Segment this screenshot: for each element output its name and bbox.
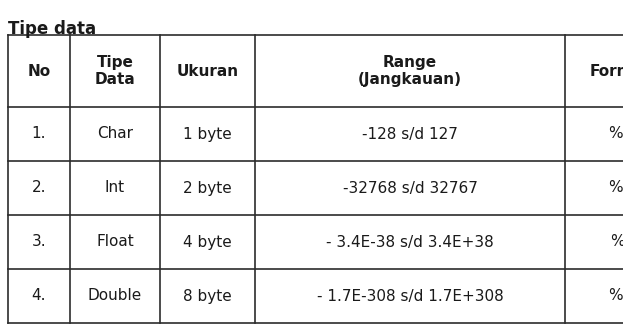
Text: 2 byte: 2 byte	[183, 181, 232, 196]
Text: 4.: 4.	[32, 288, 46, 303]
Text: 1.: 1.	[32, 127, 46, 142]
Text: 8 byte: 8 byte	[183, 288, 232, 303]
Text: Range
(Jangkauan): Range (Jangkauan)	[358, 55, 462, 87]
Text: Float: Float	[96, 234, 134, 250]
Text: 4 byte: 4 byte	[183, 234, 232, 250]
Text: %li: %li	[609, 288, 623, 303]
Text: %d: %d	[608, 181, 623, 196]
Text: 2.: 2.	[32, 181, 46, 196]
Text: Ukuran: Ukuran	[176, 63, 239, 78]
Text: - 1.7E-308 s/d 1.7E+308: - 1.7E-308 s/d 1.7E+308	[316, 288, 503, 303]
Text: -32768 s/d 32767: -32768 s/d 32767	[343, 181, 477, 196]
Text: 1 byte: 1 byte	[183, 127, 232, 142]
Text: - 3.4E-38 s/d 3.4E+38: - 3.4E-38 s/d 3.4E+38	[326, 234, 494, 250]
Bar	[8, 35, 623, 323]
Text: %f: %f	[610, 234, 623, 250]
Text: Tipe
Data: Tipe Data	[95, 55, 135, 87]
Text: Char: Char	[97, 127, 133, 142]
Text: Int: Int	[105, 181, 125, 196]
Text: -128 s/d 127: -128 s/d 127	[362, 127, 458, 142]
Text: Format: Format	[589, 63, 623, 78]
Text: %c: %c	[609, 127, 623, 142]
Text: 3.: 3.	[32, 234, 46, 250]
Text: Double: Double	[88, 288, 142, 303]
Text: No: No	[27, 63, 50, 78]
Text: Tipe data: Tipe data	[8, 20, 96, 38]
